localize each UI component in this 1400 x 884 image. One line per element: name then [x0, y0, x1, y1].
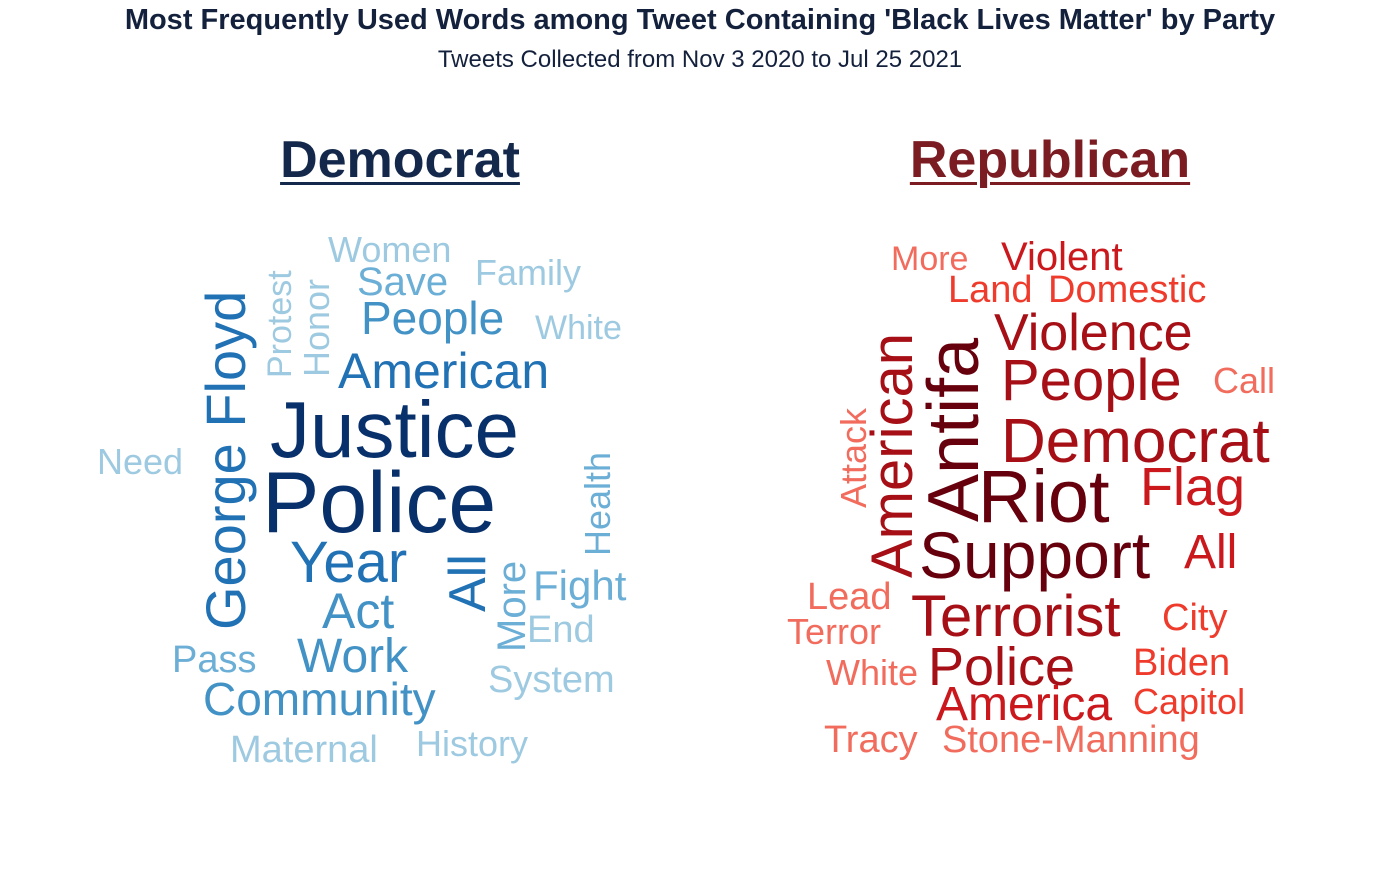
- democrat-word-health: Health: [577, 452, 618, 556]
- republican-word-biden: Biden: [1133, 642, 1230, 684]
- republican-word-police: Police: [928, 637, 1075, 697]
- democrat-word-people: People: [361, 292, 504, 344]
- republican-word-violent: Violent: [1001, 235, 1123, 279]
- republican-panel-title: Republican: [909, 131, 1191, 189]
- democrat-word-save: Save: [357, 260, 448, 304]
- democrat-word-work: Work: [297, 630, 409, 683]
- democrat-panel-title: Democrat: [280, 131, 520, 189]
- republican-word-antifa: Antifa: [914, 337, 994, 522]
- democrat-word-protest: Protest: [261, 270, 299, 378]
- republican-word-democrat: Democrat: [1001, 407, 1270, 476]
- republican-word-more: More: [891, 240, 968, 278]
- democrat-word-history: History: [416, 723, 528, 764]
- democrat-word-act: Act: [322, 583, 394, 639]
- republican-word-flag: Flag: [1140, 457, 1245, 517]
- republican-word-capitol: Capitol: [1133, 681, 1245, 722]
- republican-word-attack: Attack: [833, 407, 874, 508]
- democrat-word-honor: Honor: [296, 279, 337, 377]
- democrat-word-justice: Justice: [270, 385, 519, 474]
- republican-word-stone-manning: Stone-Manning: [942, 719, 1200, 761]
- republican-word-domestic: Domestic: [1048, 269, 1206, 311]
- democrat-word-community: Community: [203, 673, 436, 725]
- democrat-word-maternal: Maternal: [230, 729, 378, 771]
- republican-word-terror: Terror: [787, 611, 881, 652]
- republican-word-american: American: [860, 333, 925, 578]
- democrat-word-all: All: [439, 554, 497, 612]
- republican-word-land: Land: [948, 269, 1033, 311]
- republican-word-city: City: [1162, 597, 1227, 639]
- democrat-word-fight: Fight: [533, 562, 627, 609]
- republican-word-riot: Riot: [978, 455, 1110, 538]
- democrat-word-pass: Pass: [172, 639, 256, 681]
- republican-word-support: Support: [919, 518, 1150, 592]
- democrat-word-year: Year: [290, 530, 407, 595]
- democrat-word-need: Need: [97, 441, 183, 482]
- chart-subtitle: Tweets Collected from Nov 3 2020 to Jul …: [437, 46, 963, 73]
- republican-word-white: White: [826, 652, 918, 693]
- republican-word-tracy: Tracy: [824, 719, 918, 761]
- republican-word-violence: Violence: [994, 304, 1193, 362]
- democrat-word-george-floyd: George Floyd: [194, 291, 257, 630]
- republican-word-america: America: [936, 678, 1112, 731]
- republican-word-terrorist: Terrorist: [911, 584, 1120, 649]
- republican-word-call: Call: [1213, 360, 1275, 401]
- republican-word-all: All: [1184, 526, 1237, 579]
- democrat-word-american: American: [338, 343, 549, 399]
- democrat-word-women: Women: [328, 229, 451, 270]
- democrat-word-system: System: [488, 659, 615, 701]
- chart-title: Most Frequently Used Words among Tweet C…: [124, 4, 1276, 36]
- democrat-word-end: End: [527, 609, 595, 651]
- democrat-word-police: Police: [262, 455, 496, 551]
- democrat-word-family: Family: [475, 252, 581, 293]
- democrat-word-white: White: [535, 309, 622, 347]
- republican-word-people: People: [1001, 348, 1182, 413]
- democrat-word-more: More: [490, 561, 534, 652]
- republican-word-lead: Lead: [807, 576, 892, 618]
